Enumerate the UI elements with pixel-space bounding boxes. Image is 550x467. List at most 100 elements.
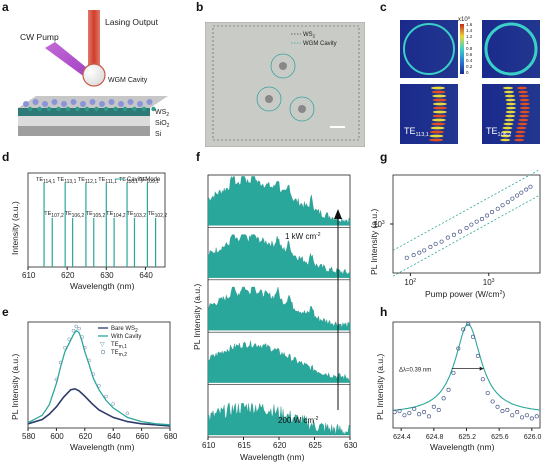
field-map-topright	[482, 20, 540, 78]
panel-label-g: g	[380, 150, 388, 164]
lattice-atom	[122, 106, 128, 112]
lattice-atom	[75, 106, 80, 112]
spectrum-2	[207, 234, 351, 278]
lattice-atom	[146, 99, 153, 105]
lattice-atom	[84, 106, 90, 112]
x-tick-label: 626.0	[524, 434, 542, 441]
lattice-atom	[137, 101, 143, 107]
mode-stripe	[517, 122, 528, 126]
data-point	[495, 206, 500, 211]
spectrum-5	[207, 402, 351, 436]
data-point	[445, 235, 450, 240]
mode-ring-right	[484, 22, 538, 76]
lattice-atom	[89, 99, 96, 105]
mode-annotation: TE105,2	[86, 211, 106, 219]
lattice-atom	[23, 101, 29, 107]
mode-label-left: TE113,1	[404, 126, 429, 138]
ws2-layer-label: WS2	[155, 109, 169, 118]
colorbar-tick: 1	[466, 40, 469, 45]
colorbar-tick: 0	[466, 70, 469, 75]
mode-marker	[104, 394, 108, 399]
data-point	[458, 229, 463, 234]
guide-line-lower	[392, 194, 541, 277]
x-tick-label: 630	[100, 271, 114, 280]
mode-annotation: TE109,1	[139, 177, 159, 185]
panel-label-d: d	[2, 150, 10, 164]
mode-annotation: TE104,2	[106, 211, 126, 219]
si-layer-label: Si	[155, 131, 162, 138]
mode-stripe	[517, 90, 528, 94]
mode-annotation: TE112,1	[78, 177, 97, 185]
mode-marker	[58, 360, 63, 365]
cw-pump-label: CW Pump	[20, 32, 59, 42]
data-point	[479, 216, 485, 222]
lattice-atom	[61, 101, 67, 107]
data-point	[433, 241, 438, 246]
x-axis-label: Pump power (W/cm2)	[425, 289, 505, 299]
legend-marker-circle	[100, 349, 106, 355]
colorbar-tick: 0.8	[466, 46, 473, 51]
series-line-with-cavity	[27, 329, 171, 426]
data-point	[485, 390, 490, 396]
data-point	[422, 248, 427, 253]
colorbar-exponent: x105	[458, 15, 471, 23]
x-tick-label: 640	[139, 271, 153, 280]
colorbar-tick: 1.2	[466, 34, 473, 39]
panel-g-chart: 102 103 103 Pump power (W/cm2) PL Intensity …	[369, 169, 541, 299]
data-point	[397, 408, 402, 414]
panel-d-chart: TE114,1 TE113,1 TE112,1 TE111,1 TE110,1 TE109…	[10, 172, 167, 291]
lattice-atom	[32, 99, 39, 105]
plot-frame	[392, 174, 541, 274]
sio2-layer	[18, 116, 150, 126]
plot-frame	[27, 172, 166, 268]
panel-label-a: a	[2, 0, 9, 14]
mode-stripe	[432, 114, 447, 118]
mode-stripe	[519, 110, 530, 114]
mode-annotation: TE107,2	[44, 211, 64, 219]
mode-marker	[67, 337, 71, 341]
data-point	[500, 203, 505, 208]
y-axis-label: PL Intensity (a.u.)	[375, 354, 385, 420]
spectrum-4	[207, 340, 351, 383]
data-point	[529, 416, 534, 421]
data-point	[519, 415, 525, 420]
sio2-layer-label: SiO2	[155, 120, 170, 129]
mode-stripe	[519, 102, 530, 106]
lattice-atom	[113, 106, 118, 112]
data-point	[484, 213, 490, 218]
legend-ws2-label: WS2	[303, 32, 316, 39]
lattice-atom	[108, 99, 115, 105]
cavity-1	[270, 53, 296, 79]
data-point	[451, 232, 457, 237]
x-tick-label: 640	[107, 432, 121, 441]
legend-label: Bare WS2	[111, 326, 138, 334]
mode-stripe	[519, 114, 530, 118]
data-point	[431, 404, 436, 409]
mode-ring-left	[403, 23, 455, 75]
data-point	[404, 255, 409, 260]
lattice-atom	[80, 101, 86, 107]
mode-marker	[77, 326, 81, 331]
y-axis-label: PL Intensity (a.u.)	[192, 284, 202, 350]
mode-marker	[83, 345, 87, 350]
panel-label-b: b	[196, 0, 204, 14]
data-point	[505, 200, 510, 205]
ws2-lattice	[23, 99, 156, 112]
legend-label: With Cavity	[111, 334, 141, 340]
mode-stripe	[500, 138, 511, 142]
linewidth-annotation: Δλ=0.39 nm	[399, 368, 431, 374]
colorbar-ticks: 1.61.41.210.80.60.40.20	[466, 22, 473, 75]
data-point	[519, 190, 524, 195]
x-axis-label: Wavelength (nm)	[430, 442, 495, 452]
mode-stripe	[430, 126, 445, 130]
x-tick-label: 620	[79, 432, 93, 441]
data-point	[426, 414, 431, 419]
lattice-atom	[132, 106, 137, 112]
ws2-layer	[18, 108, 150, 116]
data-point	[439, 239, 444, 244]
data-point	[534, 414, 539, 419]
colorbar-tick: 1.6	[466, 22, 473, 27]
mode-stripe	[514, 138, 525, 142]
legend-label: TEm,2	[111, 350, 127, 358]
lattice-atom	[37, 106, 42, 112]
